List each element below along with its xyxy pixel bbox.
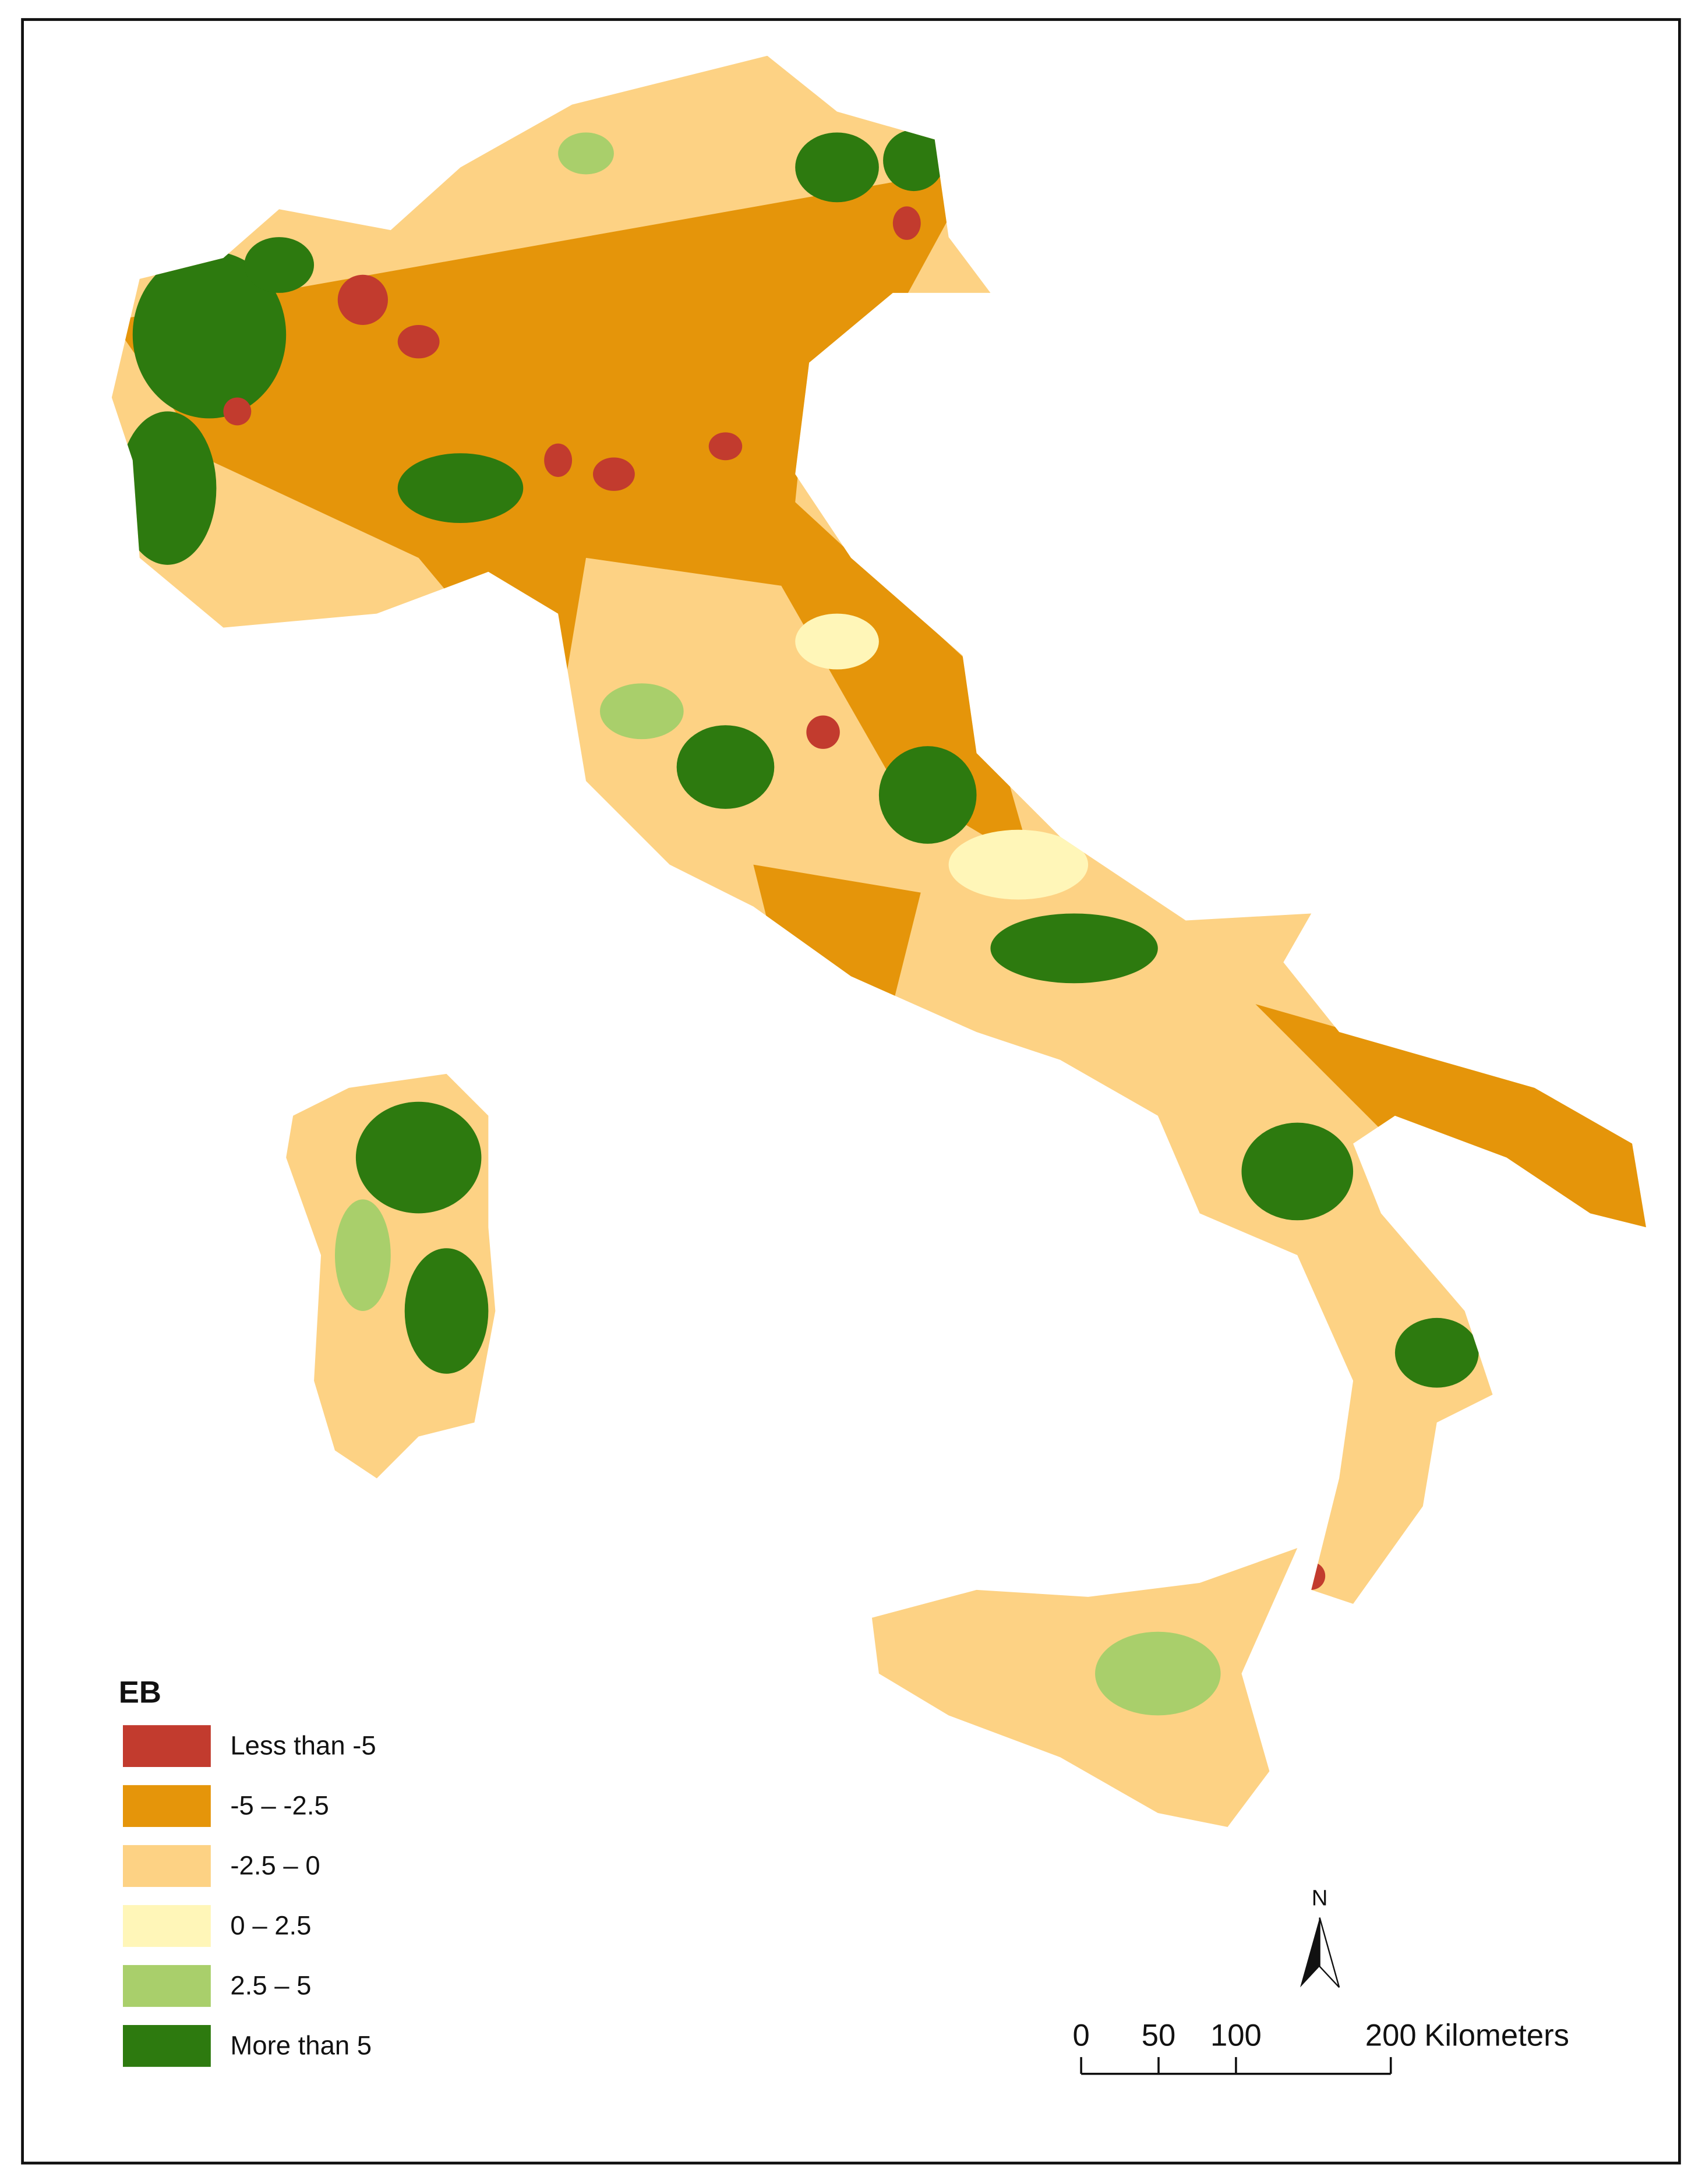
scale-label: 0: [1072, 2018, 1089, 2052]
legend-swatch: [123, 2025, 211, 2067]
scale-label: 50: [1142, 2018, 1176, 2052]
legend-label: Less than -5: [230, 1730, 376, 1760]
legend-swatch: [123, 1785, 211, 1827]
legend-swatch: [123, 1905, 211, 1947]
scale-label: 100: [1210, 2018, 1262, 2052]
north-arrow: [1319, 1917, 1340, 1988]
legend-label: More than 5: [230, 2030, 372, 2060]
legend-swatch: [123, 1845, 211, 1887]
legend-label: -2.5 – 0: [230, 1850, 320, 1880]
legend: Less than -5 -5 – -2.5 -2.5 – 0 0 – 2.5 2.5 …: [123, 1725, 376, 2067]
scale-bar: 0 50 100 200 Kilometers: [1072, 2018, 1569, 2075]
legend-label: 0 – 2.5: [230, 1910, 311, 1940]
scale-label: 200: [1365, 2018, 1417, 2052]
legend-title: EB: [119, 1675, 161, 1709]
legend-swatch: [123, 1725, 211, 1768]
north-label: N: [1312, 1886, 1328, 1911]
legend-label: 2.5 – 5: [230, 1970, 311, 2000]
legend-swatch: [123, 1965, 211, 2007]
legend-label: -5 – -2.5: [230, 1790, 329, 1820]
scale-unit: Kilometers: [1424, 2018, 1569, 2052]
